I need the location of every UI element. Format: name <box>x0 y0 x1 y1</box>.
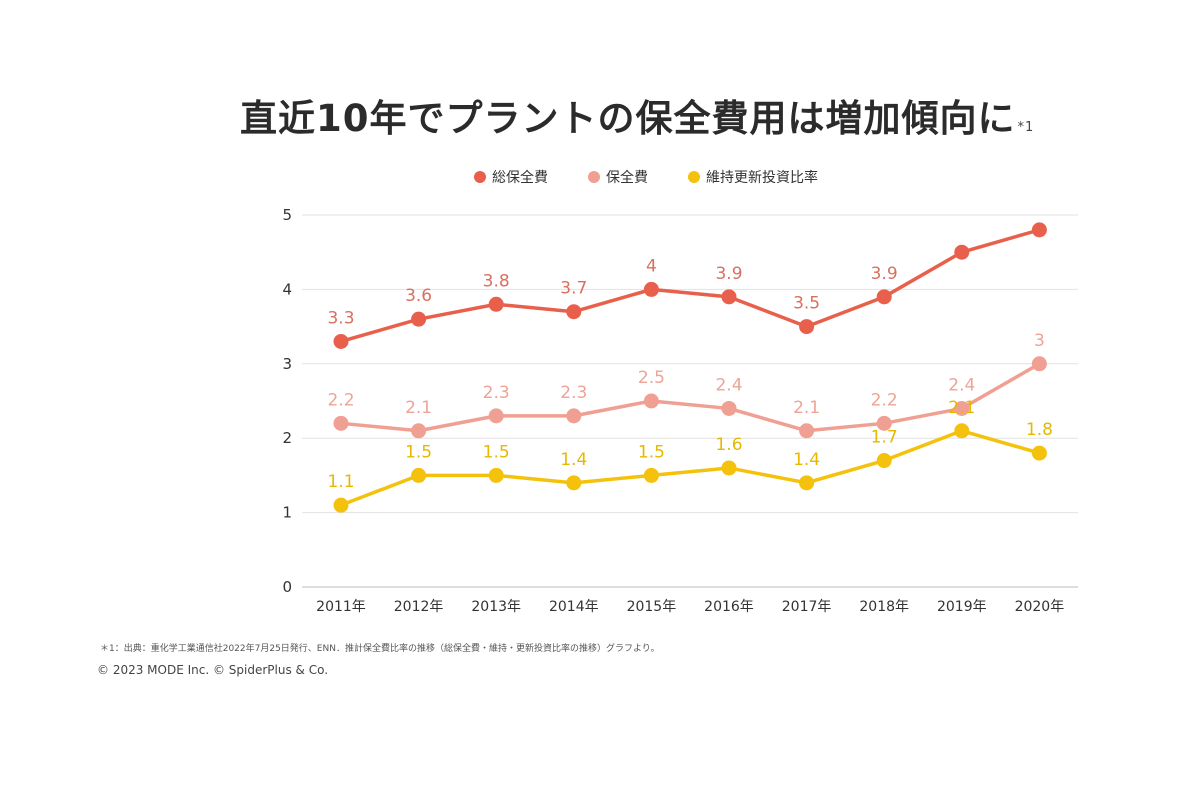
data-label: 2.1 <box>793 398 820 418</box>
legend-marker-1 <box>474 171 486 183</box>
data-label: 1.4 <box>560 450 587 470</box>
data-point <box>566 408 582 424</box>
source-footnote: ＊1：出典：重化学工業通信社2022年7月25日発行、ENN．推計保全費比率の推… <box>100 644 660 654</box>
data-point <box>643 467 659 483</box>
x-tick-label: 2017年 <box>782 599 832 615</box>
x-tick-label: 2012年 <box>394 599 444 615</box>
data-point <box>876 415 892 431</box>
data-point <box>721 400 737 416</box>
data-label: 1.7 <box>871 428 898 448</box>
y-tick-label: 1 <box>282 504 292 522</box>
data-point <box>566 304 582 320</box>
data-point <box>721 289 737 305</box>
data-point <box>643 393 659 409</box>
data-label: 3.8 <box>483 271 510 291</box>
copyright-notice: © 2023 MODE Inc. © SpiderPlus & Co. <box>97 663 329 677</box>
x-tick-label: 2018年 <box>859 599 909 615</box>
x-tick-label: 2011年 <box>316 599 366 615</box>
data-label: 4 <box>646 256 657 276</box>
data-label: 3.7 <box>560 279 587 299</box>
data-label: 1.5 <box>483 442 510 462</box>
data-label: 3 <box>1034 331 1045 351</box>
data-point <box>876 289 892 305</box>
legend-label-1: 総保全費 <box>492 169 548 186</box>
data-label: 2.3 <box>560 383 587 403</box>
legend-marker-2 <box>588 171 600 183</box>
x-tick-label: 2016年 <box>704 599 754 615</box>
series-line-3 <box>340 429 1040 507</box>
data-label: 2.4 <box>715 375 742 395</box>
data-point <box>333 497 349 513</box>
x-tick-label: 2014年 <box>549 599 599 615</box>
data-label: 2.2 <box>327 390 354 410</box>
legend-marker-3 <box>688 171 700 183</box>
data-point <box>333 333 349 349</box>
data-label: 1.5 <box>638 442 665 462</box>
data-point <box>1031 356 1047 372</box>
data-point <box>488 296 504 312</box>
data-point <box>799 423 815 439</box>
data-point <box>411 311 427 327</box>
legend-label-2: 保全費 <box>606 169 648 186</box>
data-label: 3.6 <box>405 286 432 306</box>
x-tick-label: 2019年 <box>937 599 987 615</box>
series-line-2 <box>340 362 1041 433</box>
data-point <box>954 423 970 439</box>
legend-label-3: 維持更新投資比率 <box>706 169 818 186</box>
y-tick-label: 0 <box>282 578 292 596</box>
data-label: 3.5 <box>793 294 820 314</box>
data-label: 3.9 <box>871 264 898 284</box>
data-point <box>333 415 349 431</box>
chart-title: 直近10年でプラントの保全費用は増加傾向に *1 <box>240 88 1034 142</box>
x-tick-label: 2020年 <box>1015 599 1065 615</box>
y-tick-label: 5 <box>282 206 292 224</box>
data-label: 2.1 <box>405 398 432 418</box>
data-label: 3.3 <box>327 308 354 328</box>
data-label: 1.5 <box>405 442 432 462</box>
data-point <box>488 408 504 424</box>
data-label: 2.2 <box>871 390 898 410</box>
data-label: 2.3 <box>483 383 510 403</box>
chart-title-text: 直近10年でプラントの保全費用は増加傾向に <box>240 97 1016 140</box>
data-point <box>488 467 504 483</box>
data-point <box>954 400 970 416</box>
data-label: 1.1 <box>327 472 354 492</box>
data-point <box>799 319 815 335</box>
data-point <box>411 423 427 439</box>
data-point <box>643 281 659 297</box>
data-label: 2.5 <box>638 368 665 388</box>
data-point <box>721 460 737 476</box>
chart-title-footnote-marker: *1 <box>1017 120 1035 135</box>
data-label: 2.1 <box>948 398 975 418</box>
series-line-1 <box>340 228 1040 344</box>
data-label: 2.4 <box>948 375 975 395</box>
data-point <box>954 244 970 260</box>
line-chart: 0 1 2 3 4 5 2011年 2012年 2013年 2014年 2015年 2016年 2017… <box>282 169 1078 615</box>
data-label: 3.9 <box>715 264 742 284</box>
data-point <box>876 453 892 469</box>
data-point <box>1031 222 1047 238</box>
data-label: 1.4 <box>793 450 820 470</box>
x-tick-label: 2015年 <box>627 599 677 615</box>
data-label: 1.6 <box>715 435 742 455</box>
data-point <box>1031 445 1047 461</box>
data-label: 1.8 <box>1026 420 1053 440</box>
data-point <box>566 475 582 491</box>
y-tick-label: 4 <box>282 280 292 298</box>
data-point <box>411 467 427 483</box>
data-point <box>799 475 815 491</box>
y-tick-label: 3 <box>282 355 292 373</box>
x-tick-label: 2013年 <box>471 599 521 615</box>
y-tick-label: 2 <box>282 429 292 447</box>
